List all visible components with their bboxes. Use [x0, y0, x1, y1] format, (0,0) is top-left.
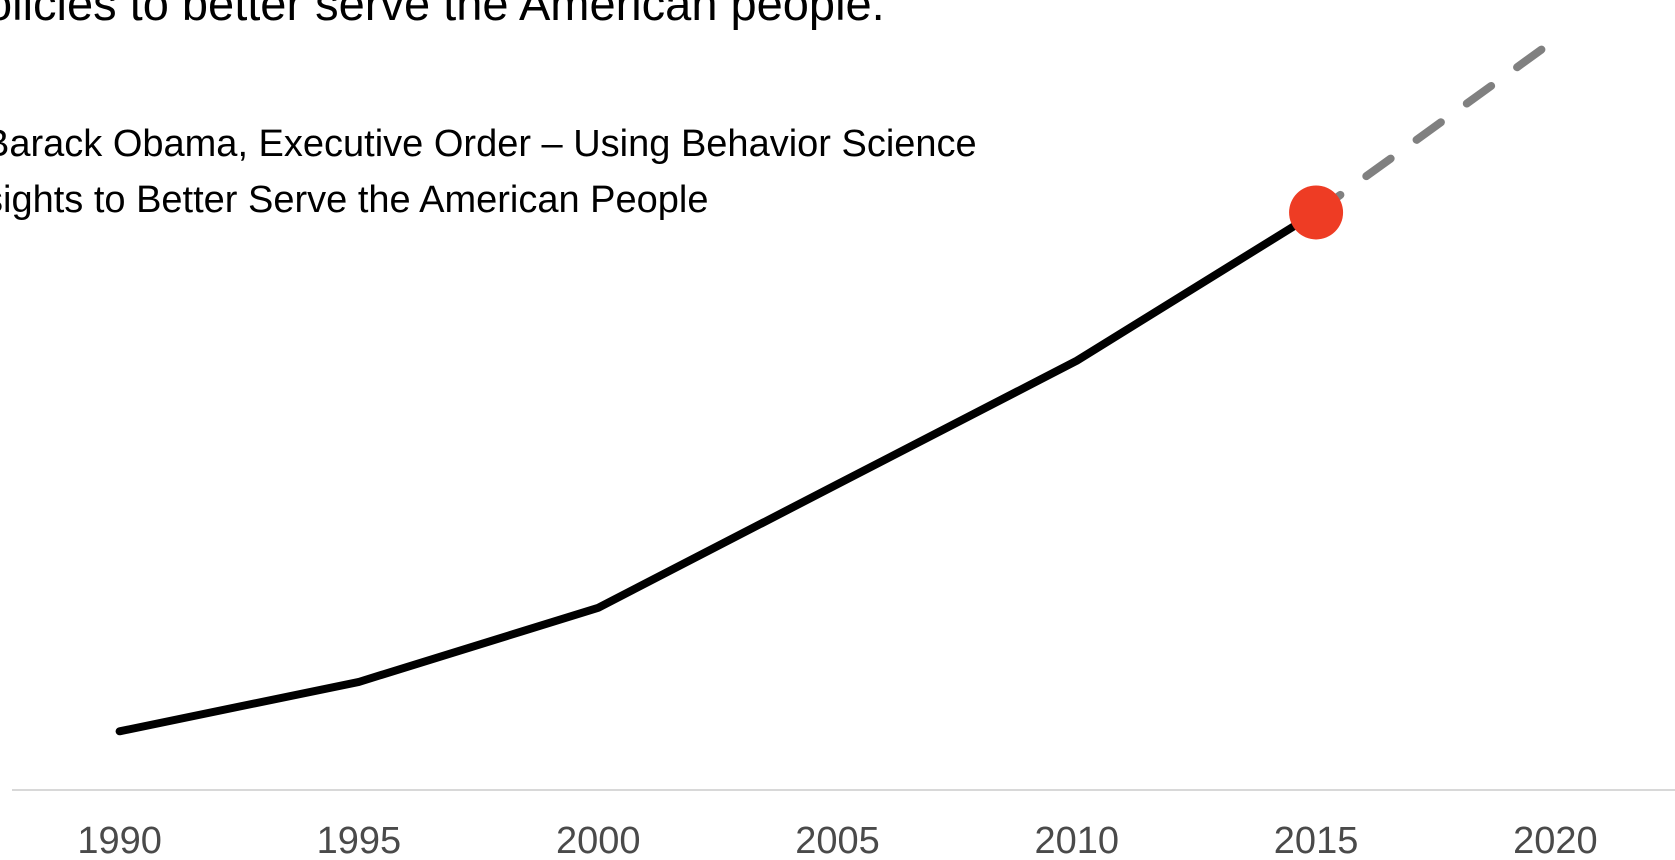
x-tick-label: 2010	[1035, 820, 1120, 860]
x-tick-label: 1990	[77, 820, 162, 860]
quote-text: olicies to better serve the American peo…	[0, 0, 885, 30]
x-tick-label: 2020	[1513, 820, 1598, 860]
quote-attribution: Barack Obama, Executive Order – Using Be…	[0, 116, 977, 228]
x-tick-label: 2000	[556, 820, 641, 860]
x-tick-label: 2015	[1274, 820, 1359, 860]
attribution-line-1: Barack Obama, Executive Order – Using Be…	[0, 123, 977, 165]
highlight-point	[1289, 185, 1344, 240]
attribution-line-2: sights to Better Serve the American Peop…	[0, 179, 709, 221]
x-tick-label: 2005	[795, 820, 880, 860]
projection-dashed-line	[1312, 35, 1560, 217]
series-line	[115, 208, 1321, 736]
x-tick-labels: 1990 1995 2000 2005 2010 2015 2020	[77, 820, 1597, 860]
x-tick-label: 1995	[317, 820, 402, 860]
